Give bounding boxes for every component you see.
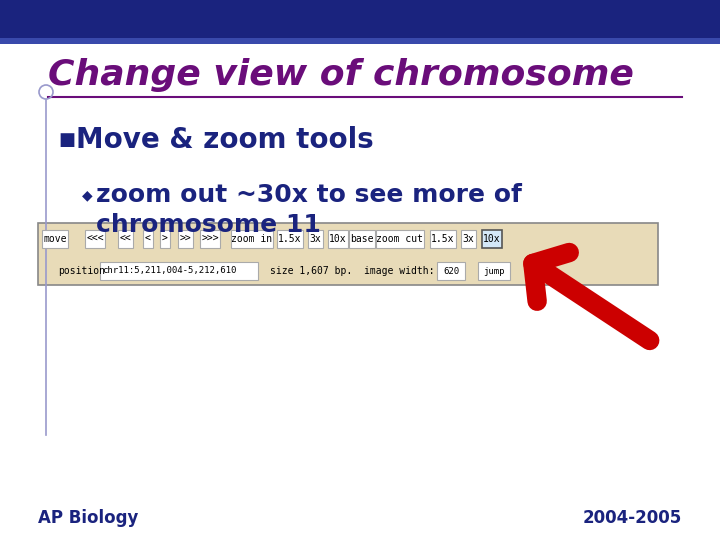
Bar bbox=[38, 223, 658, 285]
Text: zoom in: zoom in bbox=[231, 234, 273, 244]
Text: 10x: 10x bbox=[483, 234, 501, 244]
Text: base: base bbox=[350, 234, 374, 244]
Bar bbox=[482, 230, 503, 248]
Text: chromosome 11: chromosome 11 bbox=[96, 213, 321, 237]
Text: 2004-2005: 2004-2005 bbox=[582, 509, 682, 527]
Text: 3x: 3x bbox=[462, 234, 474, 244]
Text: 10x: 10x bbox=[329, 234, 347, 244]
Text: >>: >> bbox=[179, 234, 191, 244]
Text: 1.5x: 1.5x bbox=[431, 234, 455, 244]
Text: move: move bbox=[43, 234, 67, 244]
Bar bbox=[199, 230, 220, 248]
Text: chr11:5,211,004-5,212,610: chr11:5,211,004-5,212,610 bbox=[102, 267, 236, 275]
Bar bbox=[117, 230, 132, 248]
Text: zoom out ~30x to see more of: zoom out ~30x to see more of bbox=[96, 183, 522, 207]
Bar bbox=[178, 230, 192, 248]
Text: >: > bbox=[162, 234, 168, 244]
Text: Change view of chromosome: Change view of chromosome bbox=[48, 58, 634, 92]
Bar bbox=[100, 262, 258, 280]
Bar bbox=[461, 230, 475, 248]
Bar bbox=[161, 230, 170, 248]
Text: zoom cut: zoom cut bbox=[377, 234, 423, 244]
Text: size 1,607 bp.  image width:: size 1,607 bp. image width: bbox=[270, 266, 434, 276]
Bar bbox=[307, 230, 323, 248]
Text: jump: jump bbox=[483, 267, 505, 275]
Bar bbox=[328, 230, 348, 248]
Text: <<: << bbox=[119, 234, 131, 244]
Bar bbox=[0, 38, 720, 44]
Bar bbox=[0, 0, 720, 38]
Text: ■: ■ bbox=[58, 131, 75, 149]
Bar bbox=[143, 230, 153, 248]
Text: >>>: >>> bbox=[201, 234, 219, 244]
Text: ◆: ◆ bbox=[82, 188, 93, 202]
Text: AP Biology: AP Biology bbox=[38, 509, 138, 527]
Text: Move & zoom tools: Move & zoom tools bbox=[76, 126, 374, 154]
Bar bbox=[376, 230, 424, 248]
Text: <<<: <<< bbox=[86, 234, 104, 244]
Text: 620: 620 bbox=[443, 267, 459, 275]
Bar bbox=[430, 230, 456, 248]
Text: <: < bbox=[145, 234, 151, 244]
Bar bbox=[85, 230, 105, 248]
Bar bbox=[230, 230, 274, 248]
Bar bbox=[478, 262, 510, 280]
Bar bbox=[437, 262, 465, 280]
Bar bbox=[42, 230, 68, 248]
Text: 3x: 3x bbox=[309, 234, 321, 244]
Bar bbox=[277, 230, 303, 248]
Text: position: position bbox=[58, 266, 105, 276]
Bar bbox=[349, 230, 375, 248]
Text: 1.5x: 1.5x bbox=[278, 234, 302, 244]
